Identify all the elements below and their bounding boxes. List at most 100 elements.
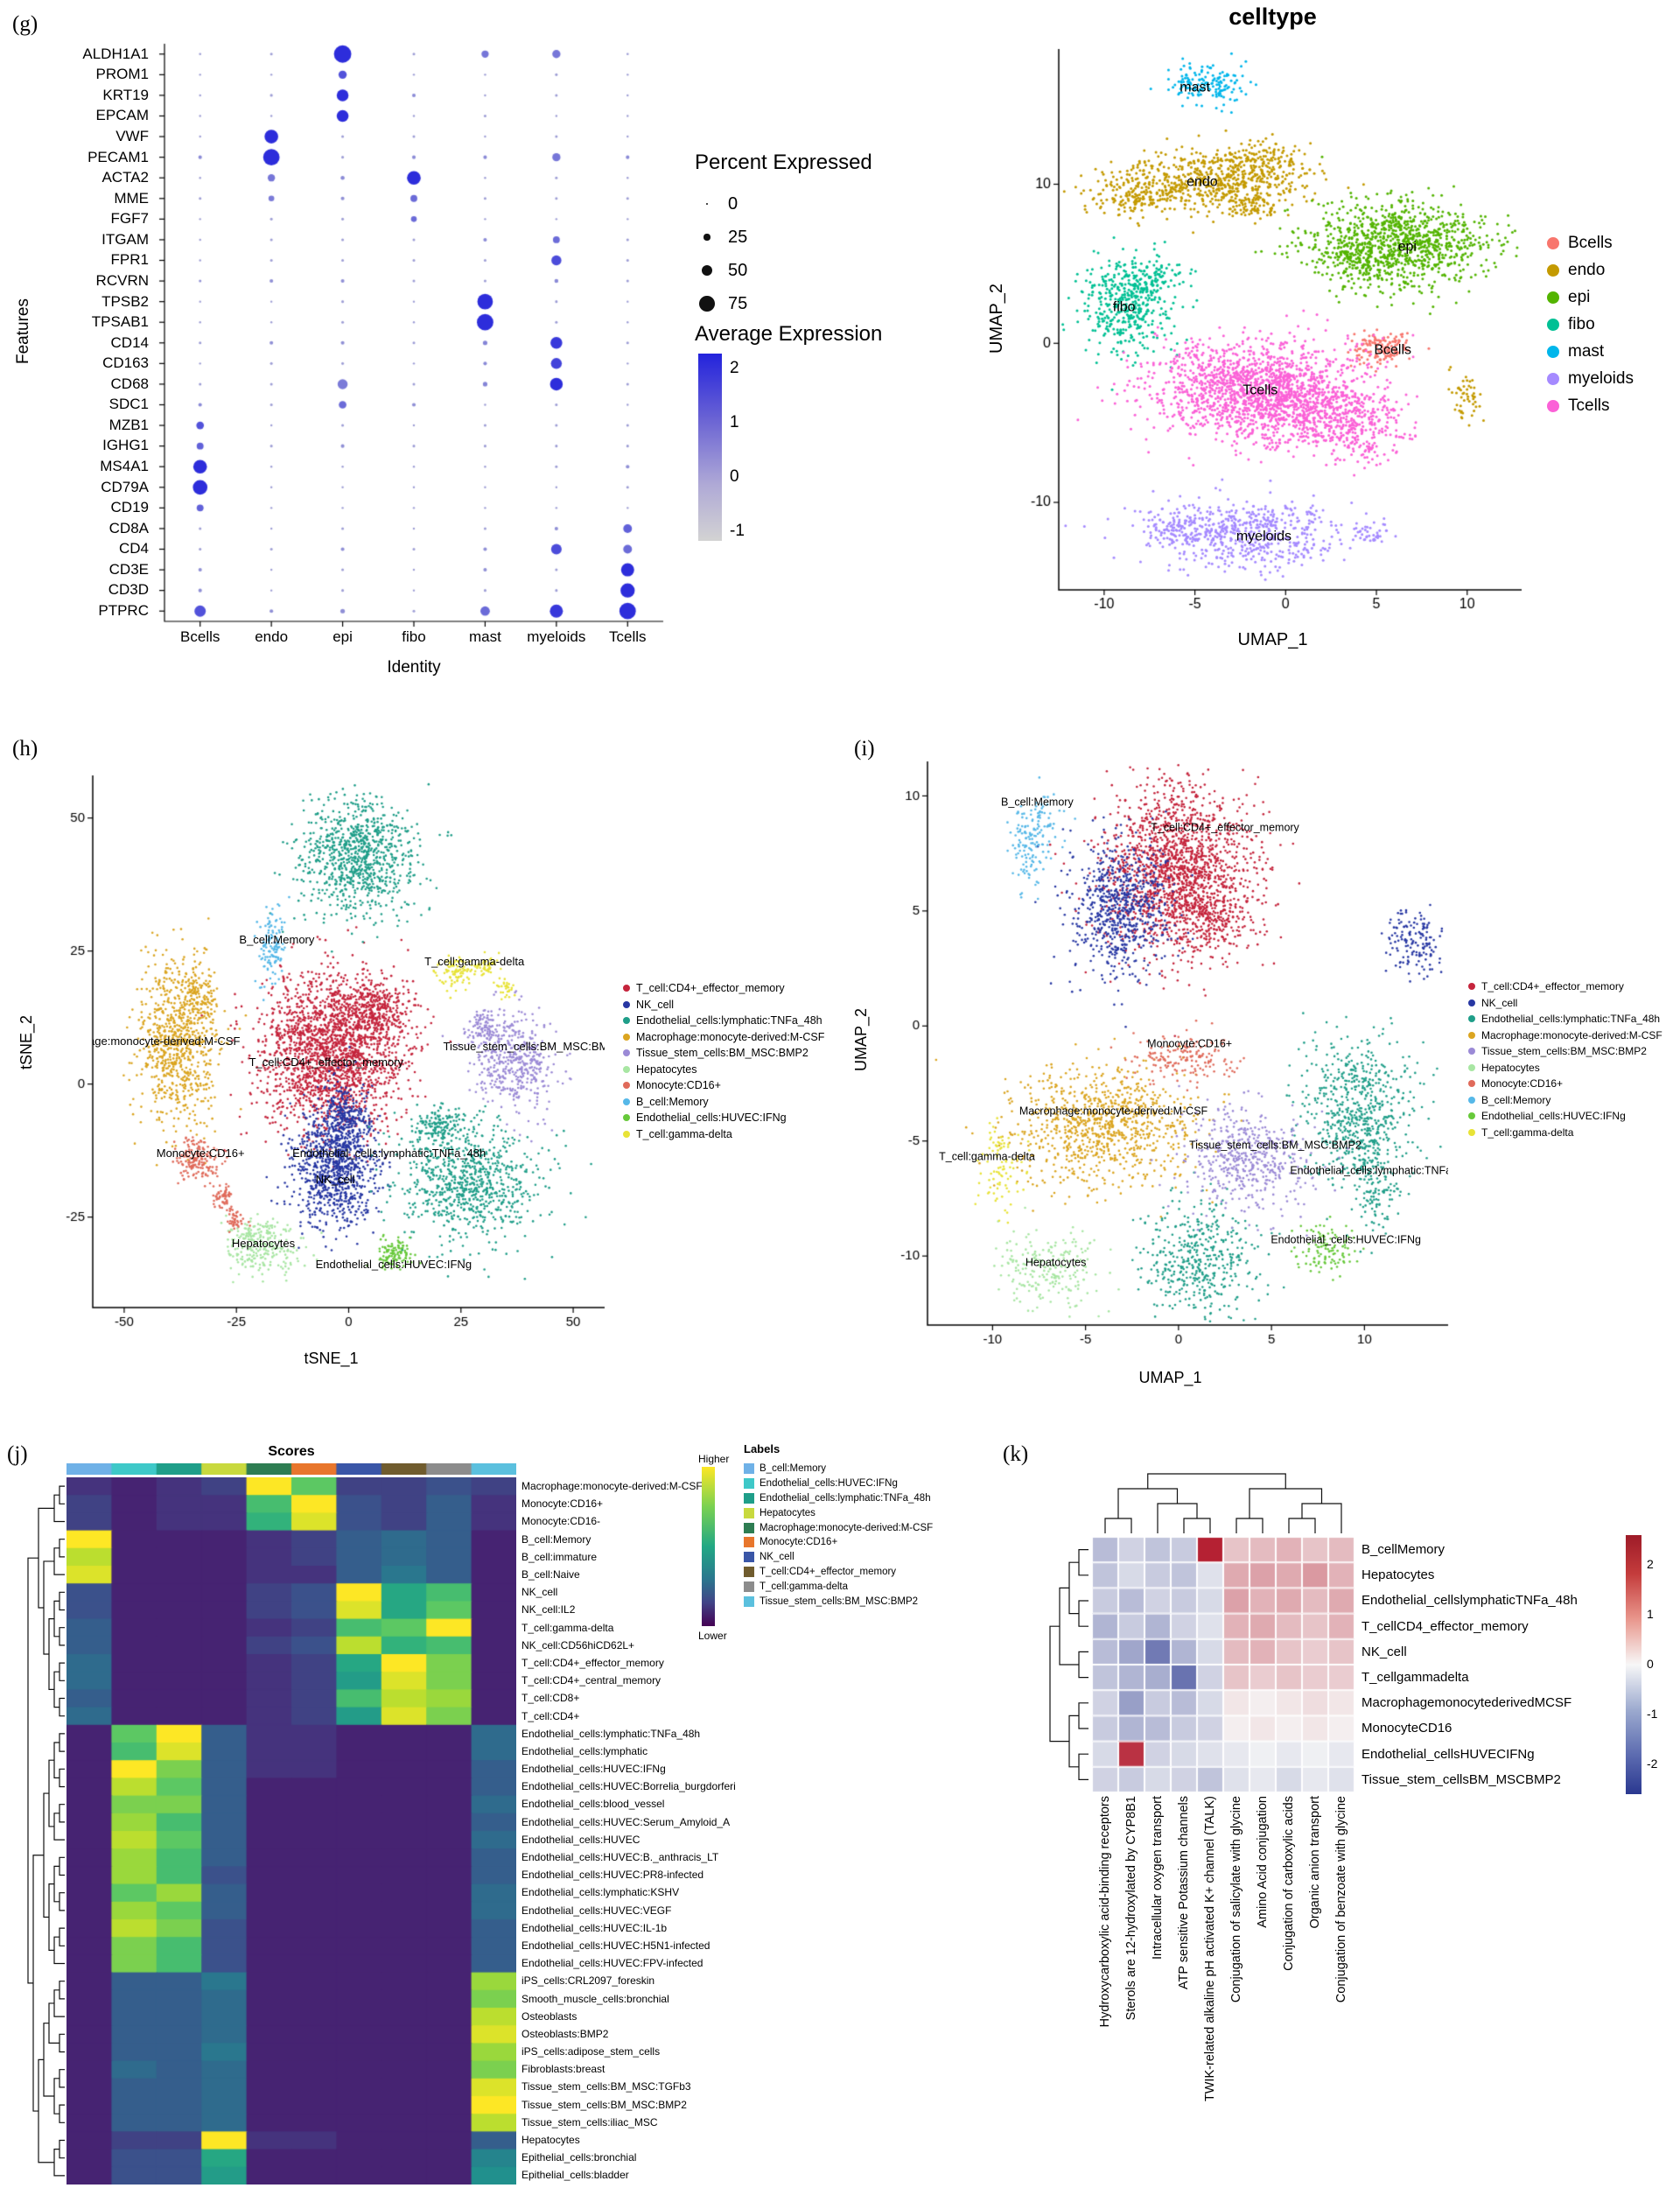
legend-item: Tissue_stem_cells:BM_MSC:BMP2 (623, 1045, 824, 1062)
identity-label: epi (332, 628, 353, 645)
legend-label: T_cell:CD4+_effector_memory (760, 1566, 897, 1577)
panel-g-tag: (g) (12, 12, 38, 36)
percent-legend-value: 0 (728, 193, 738, 214)
colorbar-tick-label: -1 (1647, 1706, 1658, 1721)
legend-item: Endothelial_cells:lymphatic:TNFa_48h (623, 1013, 824, 1029)
legend-color-dot (623, 1000, 630, 1008)
legend-item: mast (1547, 338, 1634, 365)
average-expression-legend: Average Expression (695, 322, 882, 347)
legend-color-dot (1547, 236, 1559, 249)
heatmap-row-label: Endothelial_cells:HUVEC (522, 1833, 640, 1846)
heatmap-column-label-cell: Conjugation of salicylate with glycine (1223, 1796, 1250, 2101)
heatmap-row-label: Endothelial_cells:HUVEC:PR8-infected (522, 1869, 704, 1882)
heatmap-row-label: Smooth_muscle_cells:bronchial (522, 1992, 669, 2005)
legend-item: Endothelial_cells:lymphatic:TNFa_48h (1468, 1011, 1662, 1027)
identity-label: endo (255, 628, 289, 645)
heatmap-row-label: iPS_cells:CRL2097_foreskin (522, 1974, 655, 1988)
heatmap-row-label: Fibroblasts:breast (522, 2063, 606, 2076)
expression-tick-label: 1 (730, 413, 739, 432)
legend-color-dot (623, 1130, 630, 1138)
feature-label: KRT19 (102, 86, 149, 103)
feature-label: CD163 (102, 354, 149, 372)
feature-label: VWF (116, 128, 149, 145)
heatmap-row-label: T_cell:CD4+_central_memory (522, 1674, 662, 1687)
feature-label: CD14 (110, 333, 149, 351)
legend-color-dot (1468, 1128, 1475, 1136)
legend-color-swatch (744, 1478, 754, 1490)
expression-tick-label: -1 (730, 522, 745, 541)
identity-label: fibo (402, 628, 426, 645)
legend-item: Tissue_stem_cells:BM_MSC:BMP2 (744, 1594, 933, 1609)
heatmap-column-label: Intracellular oxygen transport (1151, 1796, 1165, 1960)
legend-item: B_cell:Memory (623, 1094, 824, 1111)
umap-i-canvas (884, 753, 1457, 1365)
legend-label: Endothelial_cells:lymphatic:TNFa_48h (760, 1492, 931, 1504)
heatmap-row-label: Endothelial_cells:HUVEC:VEGF (522, 1904, 672, 1917)
legend-label: T_cell:CD4+_effector_memory (1481, 980, 1624, 993)
heatmap-column-label-cell: Organic anion transport (1302, 1796, 1328, 2101)
percent-legend-dot-box (695, 296, 719, 312)
tsne-h-canvas (49, 767, 613, 1346)
legend-item: epi (1547, 284, 1634, 311)
legend-item: Macrophage:monocyte-derived:M-CSF (623, 1029, 824, 1046)
heatmap-row-label: B_cell:Memory (522, 1532, 592, 1546)
heatmap-row-label: NK_cell (522, 1586, 558, 1599)
heatmap-row-label: B_cellMemory (1362, 1542, 1446, 1558)
percent-expressed-items: 0 25 50 75 (695, 187, 872, 320)
legend-item: Monocyte:CD16+ (744, 1535, 933, 1550)
legend-item: T_cell:gamma-delta (623, 1126, 824, 1143)
feature-label: SDC1 (108, 396, 149, 413)
legend-label: mast (1568, 341, 1605, 361)
legend-color-dot (1547, 345, 1559, 358)
percent-legend-dot (701, 264, 713, 277)
heatmap-row-label: Epithelial_cells:bladder (522, 2169, 629, 2182)
feature-label: MZB1 (108, 416, 149, 433)
percent-legend-item: 25 (695, 221, 872, 254)
legend-label: Bcells (1568, 233, 1613, 252)
legend-label: T_cell:gamma-delta (760, 1581, 848, 1592)
feature-label: CD79A (101, 478, 149, 495)
heatmap-column-label-cell: Hydroxycarboxylic acid-binding receptors (1092, 1796, 1118, 2101)
legend-color-dot (623, 985, 630, 992)
heatmap-row-label: T_cell:gamma-delta (522, 1621, 614, 1634)
legend-label: B_cell:Memory (760, 1463, 827, 1475)
identity-label: Tcells (608, 628, 647, 645)
legend-color-swatch (744, 1507, 754, 1518)
percent-legend-value: 25 (728, 227, 748, 247)
legend-item: T_cell:CD4+_effector_memory (744, 1565, 933, 1580)
heatmap-column-label-cell: TWIK-related alkaline pH activated K+ ch… (1197, 1796, 1223, 2101)
legend-item: NK_cell (744, 1550, 933, 1565)
panel-j-tag: (j) (7, 1442, 28, 1466)
legend-item: B_cell:Memory (1468, 1092, 1662, 1109)
legend-label: fibo (1568, 314, 1595, 333)
heatmap-k-column-dendrogram (1104, 1473, 1342, 1533)
expression-gradient-bar (698, 354, 722, 541)
feature-label: MS4A1 (100, 458, 149, 475)
feature-label: CD19 (110, 499, 149, 516)
legend-color-dot (1468, 1048, 1475, 1055)
legend-item: Bcells (1547, 229, 1634, 256)
heatmap-j-scale-high-label: Higher (698, 1453, 730, 1465)
legend-item: Tcells (1547, 392, 1634, 419)
colorbar-tick-label: -2 (1647, 1756, 1658, 1771)
heatmap-row-label: Endothelial_cells:HUVEC:FPV-infected (522, 1957, 704, 1970)
dotplot-canvas (154, 37, 668, 637)
legend-color-dot (1468, 1063, 1475, 1071)
legend-color-dot (1468, 983, 1475, 991)
feature-label: TPSAB1 (91, 313, 149, 331)
umap-g-y-axis-title: UMAP_2 (987, 283, 1006, 354)
legend-label: Macrophage:monocyte-derived:M-CSF (1481, 1028, 1662, 1041)
legend-label: Hepatocytes (760, 1507, 816, 1518)
heatmap-j-title: Scores (268, 1444, 315, 1459)
umap-i-legend: T_cell:CD4+_effector_memory NK_cell Endoth… (1468, 978, 1662, 1140)
legend-color-swatch (744, 1566, 754, 1577)
heatmap-j-canvas (66, 1477, 516, 2184)
legend-color-dot (623, 1017, 630, 1025)
heatmap-row-label: NK_cell:CD56hiCD62L+ (522, 1638, 635, 1652)
identity-label: Bcells (180, 628, 220, 645)
legend-color-swatch (744, 1492, 754, 1504)
legend-item: T_cell:CD4+_effector_memory (1468, 978, 1662, 995)
legend-color-dot (623, 1098, 630, 1105)
expression-tick-label: 2 (730, 359, 739, 378)
panel-i-tag: (i) (854, 737, 875, 761)
